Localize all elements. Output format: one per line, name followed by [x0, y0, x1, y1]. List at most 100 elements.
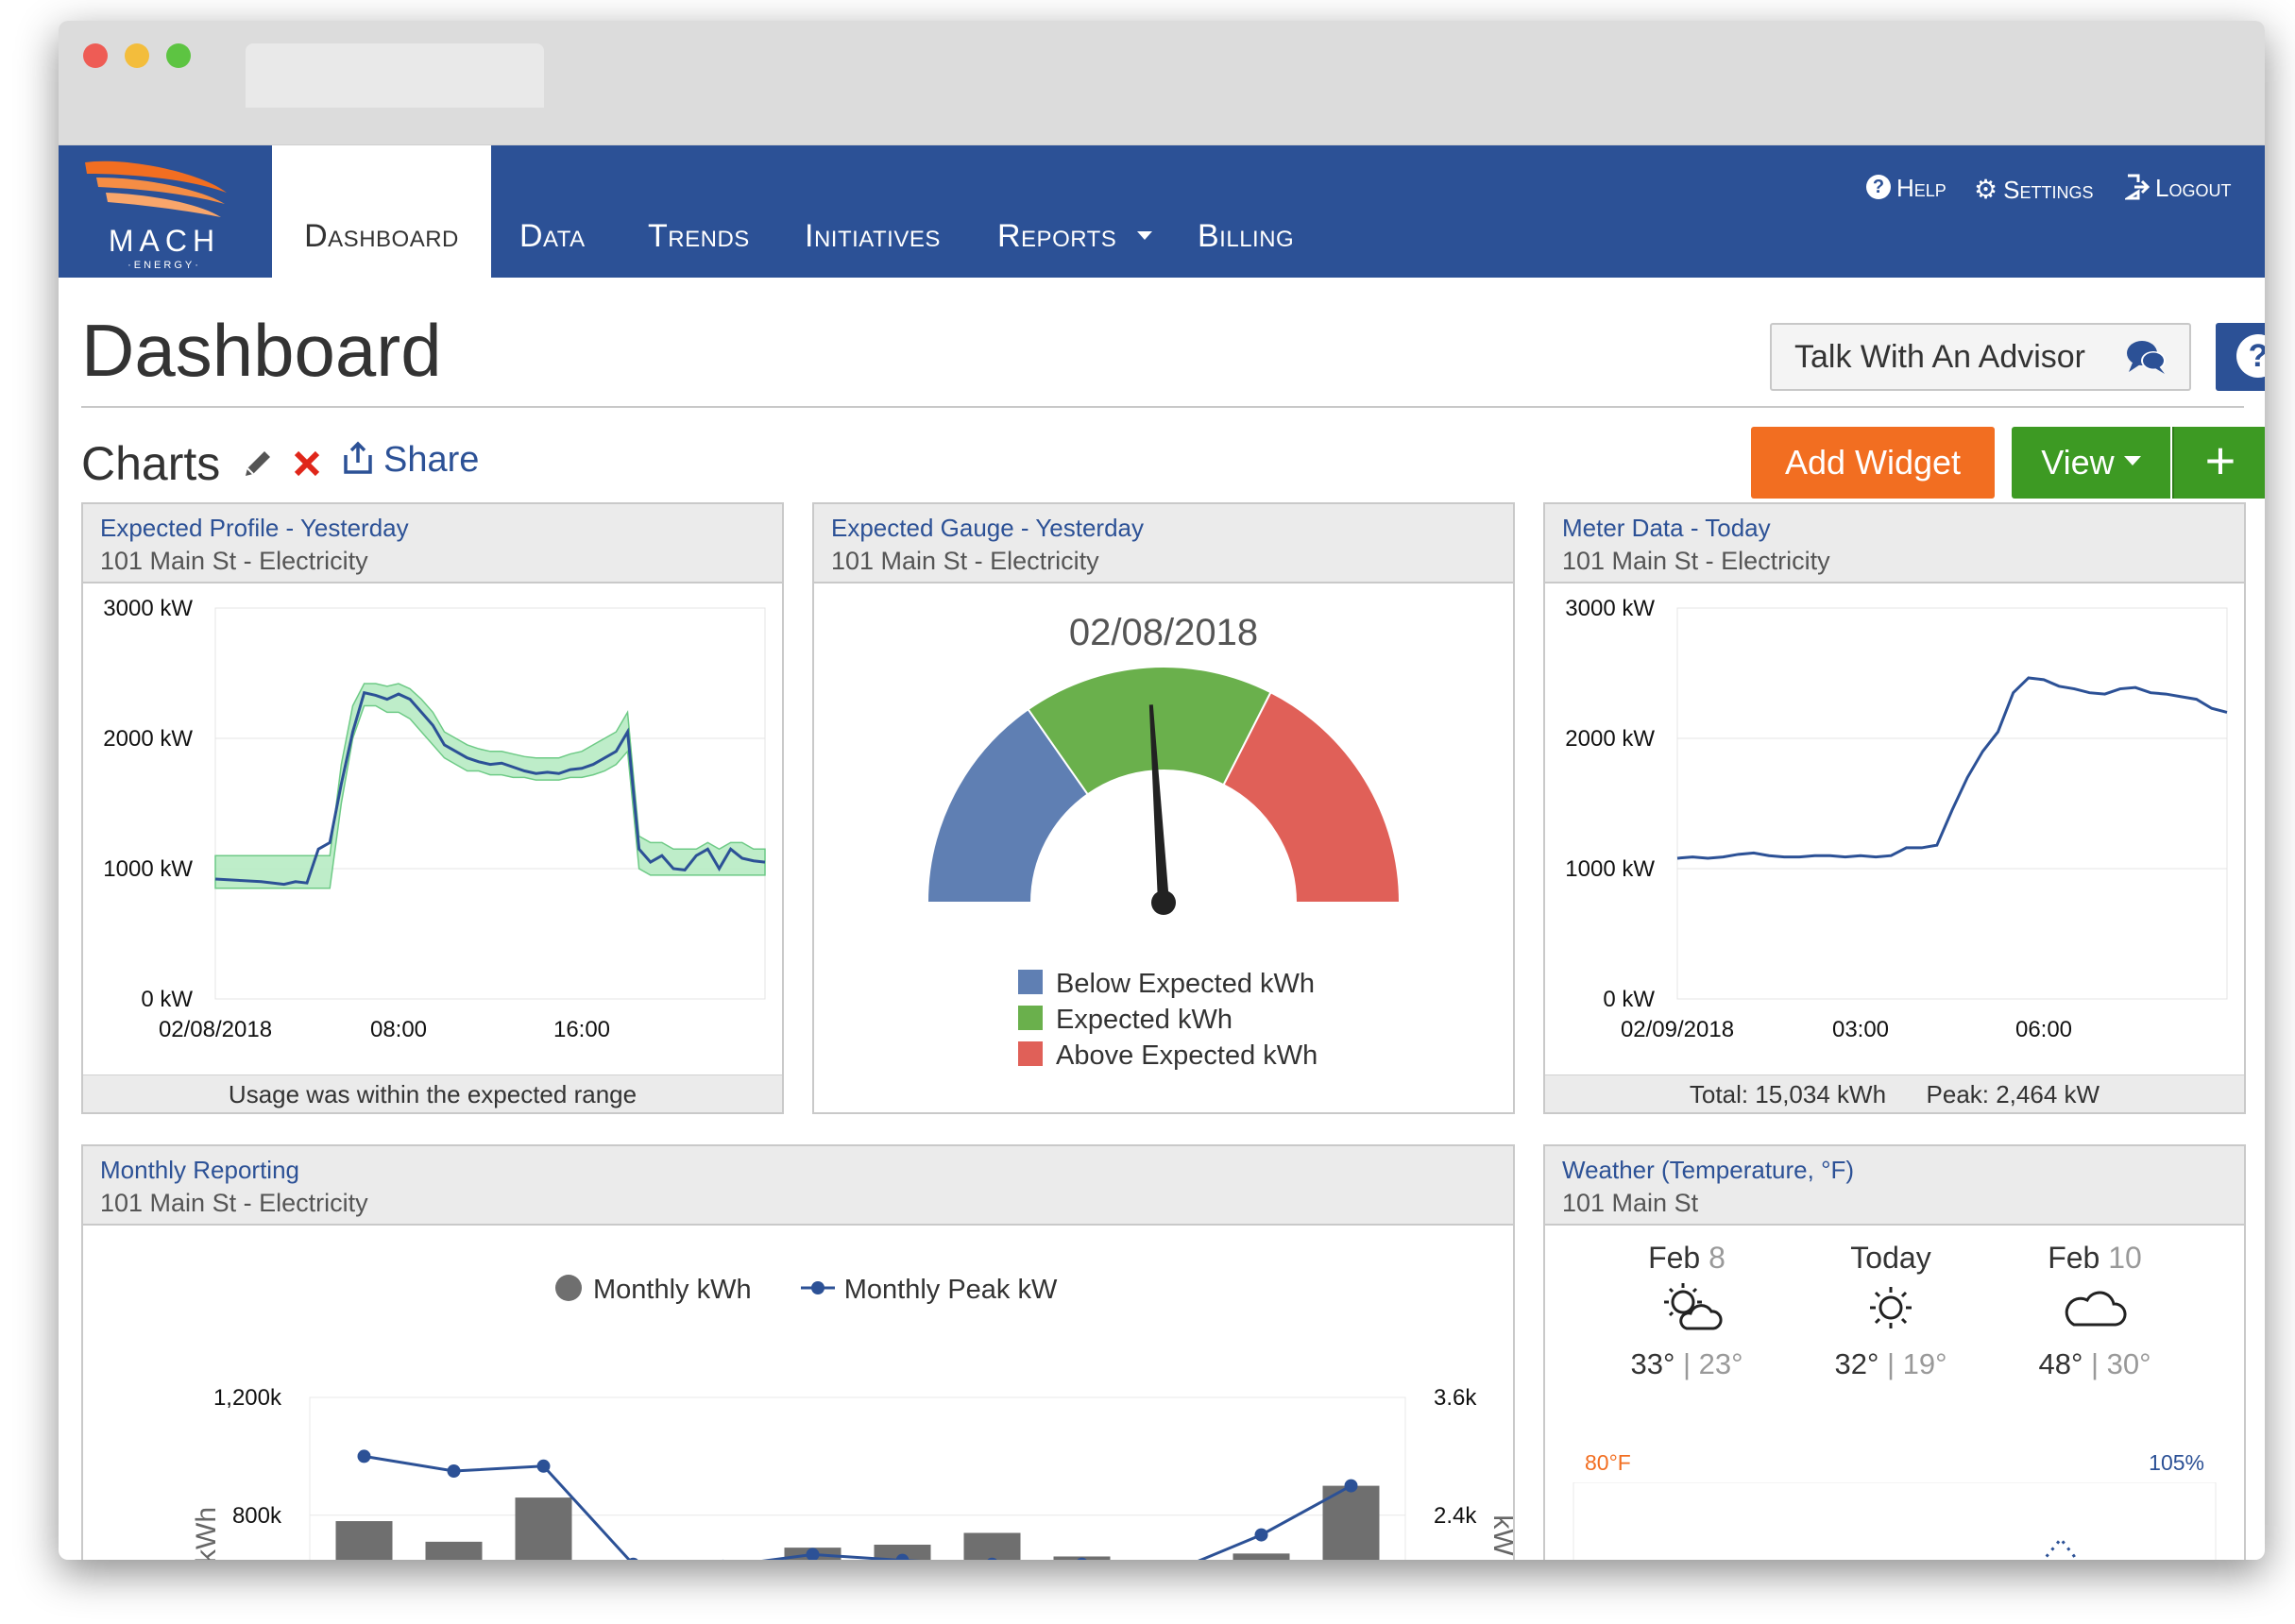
day-name: Today — [1850, 1241, 1931, 1275]
expected-profile-chart: 0 kW 1000 kW 2000 kW 3000 kW 02/08/2018 08:00… — [103, 596, 766, 1042]
help-link[interactable]: ? Help — [1866, 174, 1946, 203]
nav-reports[interactable]: Reports — [997, 145, 1153, 278]
weather-temps: 32° | 19° — [1787, 1347, 1995, 1381]
talk-with-advisor-button[interactable]: Talk With An Advisor — [1770, 323, 2191, 391]
logout-link[interactable]: Logout — [2122, 174, 2232, 203]
widget-header[interactable]: Meter Data - Today 101 Main St - Electri… — [1545, 504, 2244, 584]
bar — [335, 1521, 393, 1560]
x-tick-label: 16:00 — [553, 1017, 610, 1042]
add-widget-button[interactable]: Add Widget — [1751, 427, 1995, 499]
nav-trends[interactable]: Trends — [648, 218, 750, 254]
expected-profile-widget: Expected Profile - Yesterday 101 Main St… — [81, 502, 784, 1114]
chat-bubbles-icon — [2127, 341, 2166, 374]
weather-day-label: Today — [1787, 1241, 1995, 1276]
temp-separator: | — [2082, 1347, 2107, 1380]
close-window-button[interactable] — [83, 43, 108, 68]
widget-subtitle: 101 Main St - Electricity — [100, 547, 368, 575]
weather-chart — [1572, 1482, 2217, 1560]
weather-day: Feb 10 48° | 30° — [1991, 1241, 2199, 1381]
settings-link[interactable]: ⚙ Settings — [1974, 174, 2093, 205]
temp-low: 23° — [1698, 1347, 1743, 1380]
logout-icon — [2122, 174, 2150, 200]
peak-point — [536, 1459, 551, 1473]
share-icon — [344, 441, 372, 474]
y-tick-label-right: 2.4k — [1434, 1503, 1477, 1529]
legend-below: Below Expected kWh — [1018, 969, 1315, 1000]
help-button[interactable]: ? — [2216, 323, 2265, 391]
x-tick-label: 02/08/2018 — [159, 1017, 272, 1042]
y-tick-label: 2000 kW — [1565, 726, 1655, 752]
widget-footer: Usage was within the expected range — [83, 1074, 782, 1112]
settings-label: Settings — [2003, 176, 2094, 204]
peak-point — [1254, 1528, 1268, 1542]
weather-temps: 33° | 23° — [1583, 1347, 1791, 1381]
legend-line-icon — [800, 1281, 835, 1295]
widget-header[interactable]: Weather (Temperature, °F) 101 Main St — [1545, 1146, 2244, 1226]
usage-line — [1676, 676, 2228, 860]
widget-subtitle: 101 Main St — [1562, 1189, 1699, 1217]
nav-billing[interactable]: Billing — [1198, 218, 1295, 254]
temp-high: 32° — [1834, 1347, 1879, 1380]
legend-item-kwh[interactable]: Monthly kWh — [555, 1275, 752, 1305]
minimize-window-button[interactable] — [125, 43, 149, 68]
legend-swatch — [1018, 1006, 1043, 1031]
gauge-pivot — [1151, 890, 1176, 915]
y-tick-label: 1000 kW — [103, 856, 193, 882]
legend-swatch — [1018, 970, 1043, 995]
nav-dashboard[interactable]: Dashboard — [272, 145, 491, 278]
peak-point — [1344, 1479, 1358, 1493]
partly-sunny-icon — [1583, 1279, 1791, 1342]
y-tick-label: 3000 kW — [1565, 596, 1655, 621]
y-tick-label: 1000 kW — [1565, 856, 1655, 882]
peak-point — [806, 1548, 820, 1560]
peak-point — [1077, 1557, 1087, 1560]
meter-data-widget: Meter Data - Today 101 Main St - Electri… — [1543, 502, 2246, 1114]
page-title: Dashboard — [81, 309, 442, 392]
widget-subtitle: 101 Main St - Electricity — [100, 1189, 368, 1217]
mach-energy-logo[interactable]: MACH ·ENERGY· — [59, 145, 272, 278]
temp-separator: | — [1674, 1347, 1699, 1380]
maximize-window-button[interactable] — [166, 43, 191, 68]
browser-tab[interactable] — [246, 43, 544, 108]
nav-initiatives[interactable]: Initiatives — [805, 218, 941, 254]
legend-label: Monthly kWh — [593, 1275, 752, 1305]
legend-dot-icon — [555, 1275, 582, 1302]
widget-header[interactable]: Expected Gauge - Yesterday 101 Main St -… — [814, 504, 1513, 584]
widget-header[interactable]: Expected Profile - Yesterday 101 Main St… — [83, 504, 782, 584]
pencil-icon[interactable] — [242, 448, 274, 480]
view-label: View — [2041, 443, 2115, 482]
legend-item-peak[interactable]: Monthly Peak kW — [800, 1275, 1057, 1305]
y-tick-label: 0 kW — [1603, 987, 1655, 1012]
nav-data[interactable]: Data — [519, 218, 586, 254]
page-header: Dashboard Talk With An Advisor ? — [81, 295, 2265, 408]
day-name: Feb — [2048, 1241, 2100, 1275]
bar — [963, 1532, 1021, 1560]
plus-icon: + — [2204, 431, 2236, 490]
widget-title: Weather (Temperature, °F) — [1562, 1156, 1855, 1184]
widget-title: Expected Profile - Yesterday — [100, 514, 409, 542]
legend-label: Below Expected kWh — [1056, 969, 1316, 999]
delete-icon[interactable] — [293, 449, 321, 478]
logout-label: Logout — [2155, 174, 2232, 202]
peak-point — [357, 1449, 371, 1463]
share-link[interactable]: Share — [342, 440, 479, 481]
widget-title: Meter Data - Today — [1562, 514, 1771, 542]
view-dropdown-button[interactable]: View — [2012, 427, 2170, 499]
help-label: Help — [1896, 174, 1946, 202]
gauge-below-segment — [926, 707, 1090, 904]
weather-day: Feb 8 33° | 23° — [1583, 1241, 1791, 1381]
weather-temps: 48° | 30° — [1991, 1347, 2199, 1381]
temp-separator: | — [1878, 1347, 1903, 1380]
y-tick-label-left: 1,200k — [213, 1385, 282, 1411]
bar — [515, 1497, 572, 1560]
x-tick-label: 06:00 — [2015, 1017, 2072, 1042]
caret-down-icon — [2123, 456, 2141, 466]
add-chart-button[interactable]: + — [2172, 427, 2265, 499]
weather-widget: Weather (Temperature, °F) 101 Main St Fe… — [1543, 1144, 2246, 1560]
widget-header[interactable]: Monthly Reporting 101 Main St - Electric… — [83, 1146, 1513, 1226]
nav-reports-label: Reports — [997, 218, 1117, 254]
monthly-reporting-widget: Monthly Reporting 101 Main St - Electric… — [81, 1144, 1515, 1560]
plot-area — [309, 1396, 1406, 1560]
temp-high: 48° — [2038, 1347, 2083, 1380]
